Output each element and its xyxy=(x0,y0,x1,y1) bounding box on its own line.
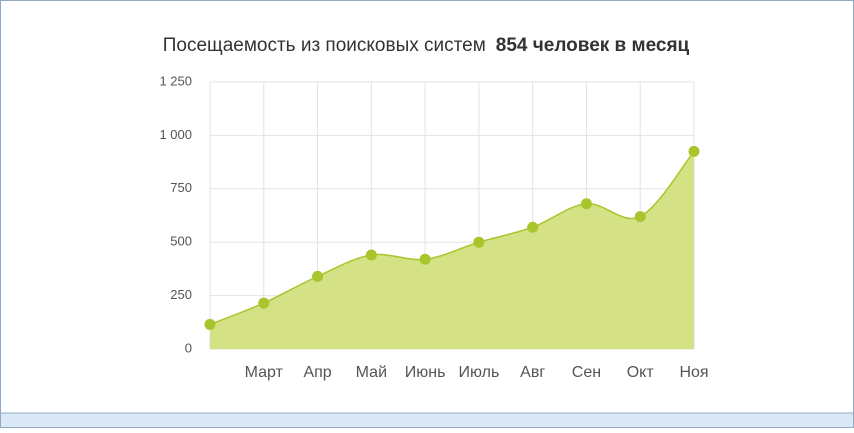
x-tick-label: Ноя xyxy=(679,364,708,381)
y-tick-label: 1 250 xyxy=(159,73,192,88)
point xyxy=(634,211,646,223)
point xyxy=(312,270,324,282)
title-text: Посещаемость из поисковых систем xyxy=(163,35,486,56)
x-tick-label: Июнь xyxy=(405,364,446,381)
point xyxy=(419,253,431,265)
point xyxy=(204,318,216,330)
x-tick-label: Сен xyxy=(572,364,601,381)
x-tick-label: Авг xyxy=(520,364,545,381)
y-tick-label: 0 xyxy=(185,340,192,355)
point xyxy=(258,297,270,309)
point xyxy=(527,221,539,233)
point xyxy=(688,145,700,157)
y-tick-label: 500 xyxy=(170,234,192,249)
x-tick-label: Июль xyxy=(458,364,499,381)
x-tick-label: Апр xyxy=(303,364,331,381)
y-tick-label: 250 xyxy=(170,287,192,302)
point xyxy=(365,249,377,261)
bottom-strip xyxy=(1,413,853,427)
x-tick-label: Март xyxy=(245,364,284,381)
x-tick-label: Окт xyxy=(627,364,655,381)
line xyxy=(209,150,695,326)
point xyxy=(473,236,485,248)
y-tick-label: 750 xyxy=(170,180,192,195)
point xyxy=(580,198,592,210)
title-highlight: 854 человек в месяц xyxy=(496,35,690,56)
area xyxy=(210,151,694,349)
x-tick-label: Май xyxy=(356,364,387,381)
y-tick-label: 1 000 xyxy=(159,127,192,142)
chart-title: Посещаемость из поисковых систем 854 чело… xyxy=(163,35,690,56)
